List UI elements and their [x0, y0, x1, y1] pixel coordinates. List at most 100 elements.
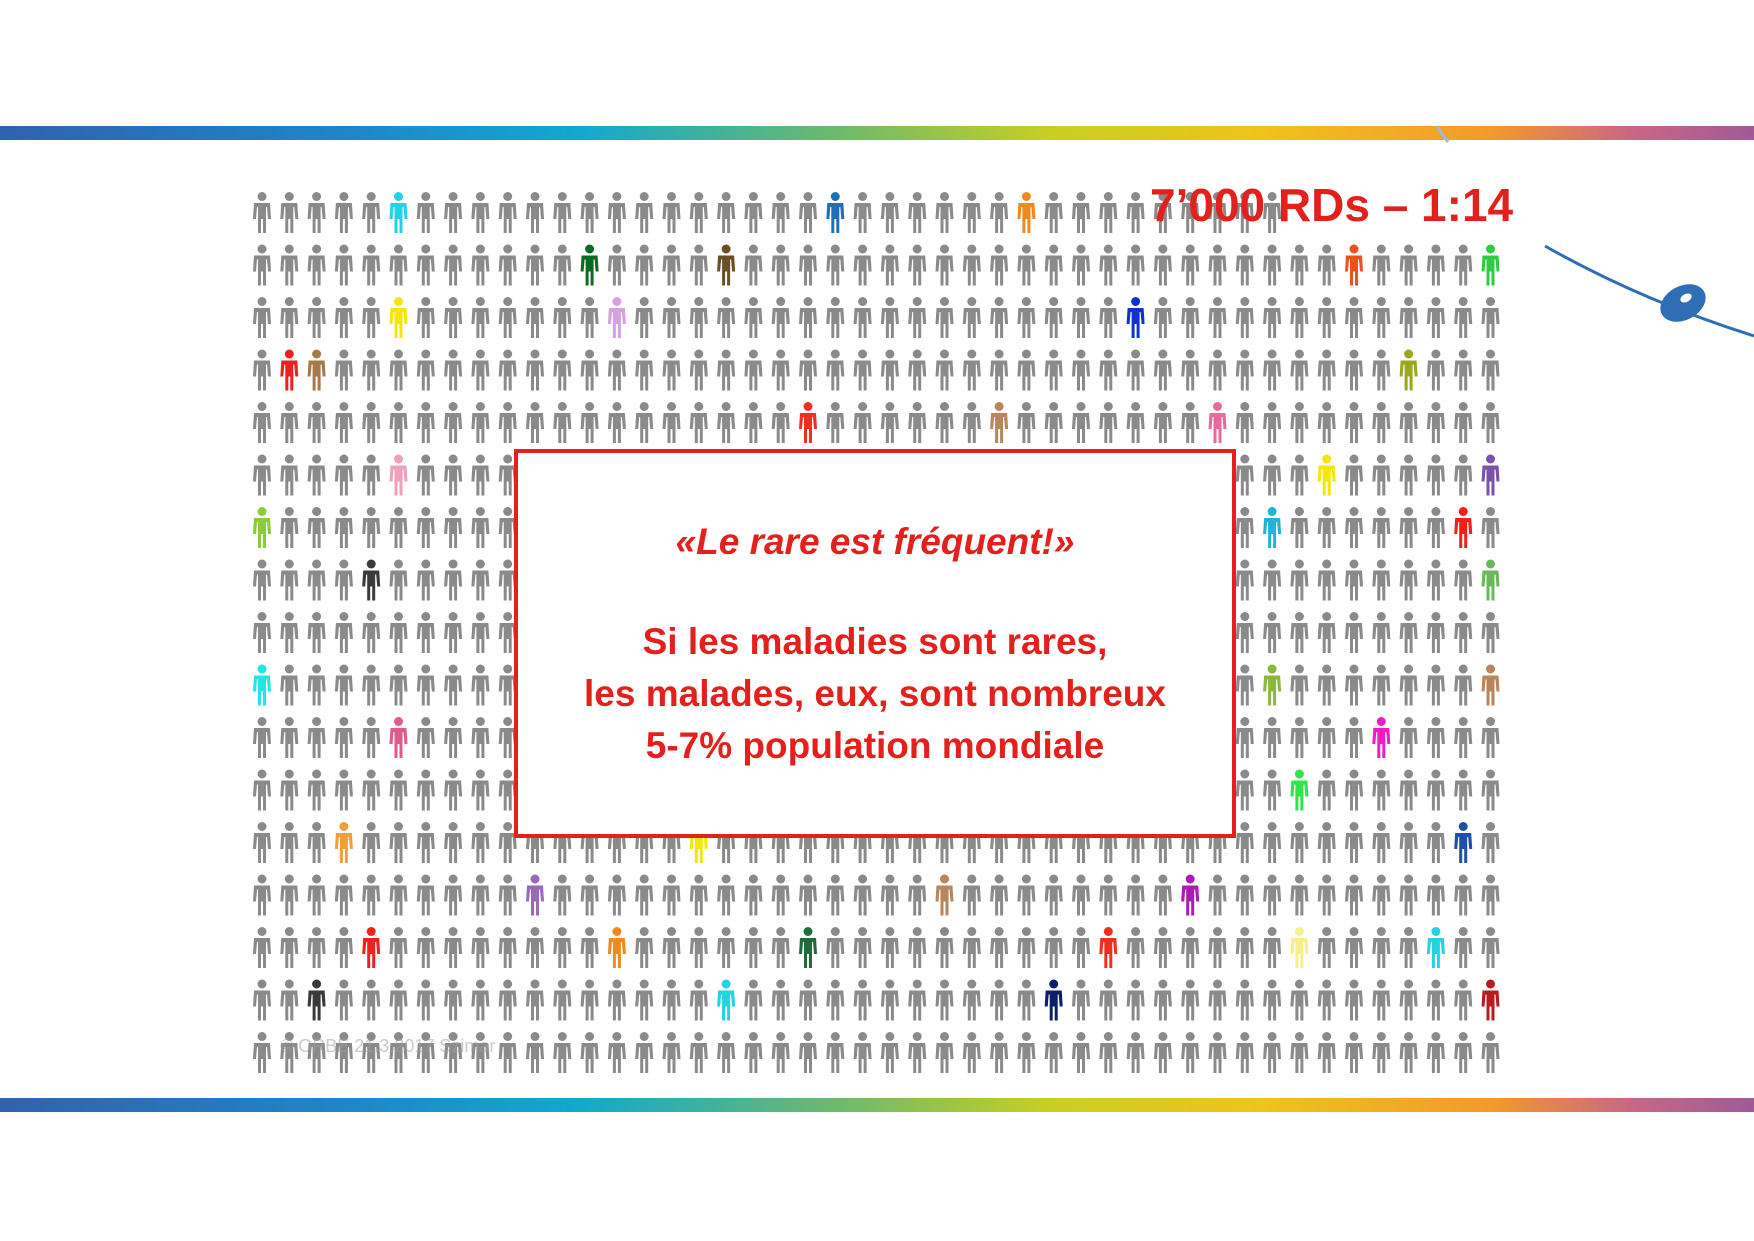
person-icon	[1263, 874, 1282, 916]
person-icon	[280, 717, 299, 758]
person-icon	[826, 349, 845, 391]
person-icon	[689, 1032, 708, 1073]
person-icon	[1072, 297, 1090, 338]
person-icon	[1072, 1032, 1090, 1073]
person-icon	[1263, 349, 1282, 391]
person-icon	[498, 507, 517, 548]
person-icon	[334, 612, 353, 653]
person-icon	[1263, 507, 1282, 548]
person-icon	[280, 612, 299, 653]
person-icon	[771, 297, 790, 338]
person-icon	[1454, 979, 1473, 1021]
person-icon	[280, 454, 299, 496]
person-icon	[635, 927, 654, 968]
person-icon	[1481, 244, 1500, 286]
person-icon	[526, 244, 544, 286]
person-icon	[1153, 979, 1172, 1021]
person-icon	[334, 507, 353, 548]
person-icon	[444, 927, 463, 968]
person-icon	[1481, 297, 1500, 338]
person-icon	[307, 192, 326, 233]
person-icon	[580, 349, 599, 391]
person-icon	[1235, 769, 1254, 811]
person-icon	[689, 349, 708, 391]
person-icon	[662, 297, 681, 338]
person-icon	[471, 559, 490, 601]
person-icon	[307, 402, 326, 443]
person-icon	[1235, 507, 1254, 548]
person-icon	[908, 192, 927, 233]
person-icon	[334, 192, 353, 233]
person-icon	[580, 192, 599, 233]
person-icon	[498, 769, 517, 811]
person-icon	[362, 664, 381, 706]
person-icon	[471, 717, 490, 758]
person-icon	[1399, 297, 1418, 338]
person-icon	[334, 927, 353, 968]
person-icon	[662, 402, 681, 443]
person-icon	[1454, 664, 1473, 706]
person-icon	[990, 244, 1009, 286]
person-icon	[1345, 507, 1363, 548]
person-icon	[607, 874, 626, 916]
person-icon	[1126, 349, 1145, 391]
person-icon	[1044, 402, 1063, 443]
person-icon	[362, 507, 381, 548]
person-icon	[1290, 402, 1309, 443]
person-icon	[1454, 927, 1473, 968]
person-icon	[444, 717, 463, 758]
person-icon	[662, 244, 681, 286]
person-icon	[1317, 402, 1336, 443]
person-icon	[498, 349, 517, 391]
person-icon	[580, 1032, 599, 1073]
person-icon	[1426, 507, 1445, 548]
person-icon	[1208, 349, 1227, 391]
person-icon	[1181, 297, 1200, 338]
person-icon	[362, 612, 381, 653]
person-icon	[1153, 349, 1172, 391]
person-icon	[771, 192, 790, 233]
person-icon	[580, 979, 599, 1021]
person-icon	[389, 664, 408, 706]
person-icon	[990, 927, 1009, 968]
header-stat: 7’000 RDs – 1:14	[1150, 179, 1514, 231]
person-icon	[1072, 979, 1090, 1021]
person-icon	[416, 402, 435, 443]
person-icon	[853, 402, 872, 443]
person-icon	[799, 192, 817, 233]
person-icon	[526, 927, 544, 968]
person-icon	[253, 717, 271, 758]
person-icon	[1290, 874, 1309, 916]
person-icon	[580, 927, 599, 968]
person-icon	[935, 297, 954, 338]
person-icon	[1426, 717, 1445, 758]
person-icon	[1181, 192, 1200, 233]
person-icon	[389, 612, 408, 653]
person-icon	[334, 1032, 353, 1073]
person-icon	[962, 244, 981, 286]
person-icon	[307, 507, 326, 548]
person-icon	[990, 349, 1009, 391]
person-icon	[389, 1032, 408, 1073]
person-icon	[1345, 874, 1363, 916]
person-icon	[444, 769, 463, 811]
person-icon	[580, 297, 599, 338]
people-figure-grid	[253, 192, 1500, 1073]
person-icon	[717, 349, 736, 391]
person-icon	[471, 507, 490, 548]
person-icon	[1290, 244, 1309, 286]
person-icon	[1126, 297, 1145, 338]
person-icon	[1372, 244, 1391, 286]
person-icon	[1345, 822, 1363, 863]
person-icon	[1345, 244, 1363, 286]
person-icon	[253, 402, 271, 443]
person-icon	[553, 1032, 572, 1073]
person-icon	[1372, 559, 1391, 601]
person-icon	[1099, 979, 1118, 1021]
person-icon	[744, 192, 763, 233]
person-icon	[990, 297, 1009, 338]
person-icon	[962, 349, 981, 391]
person-icon	[1290, 927, 1309, 968]
person-icon	[471, 192, 490, 233]
person-icon	[880, 1032, 899, 1073]
